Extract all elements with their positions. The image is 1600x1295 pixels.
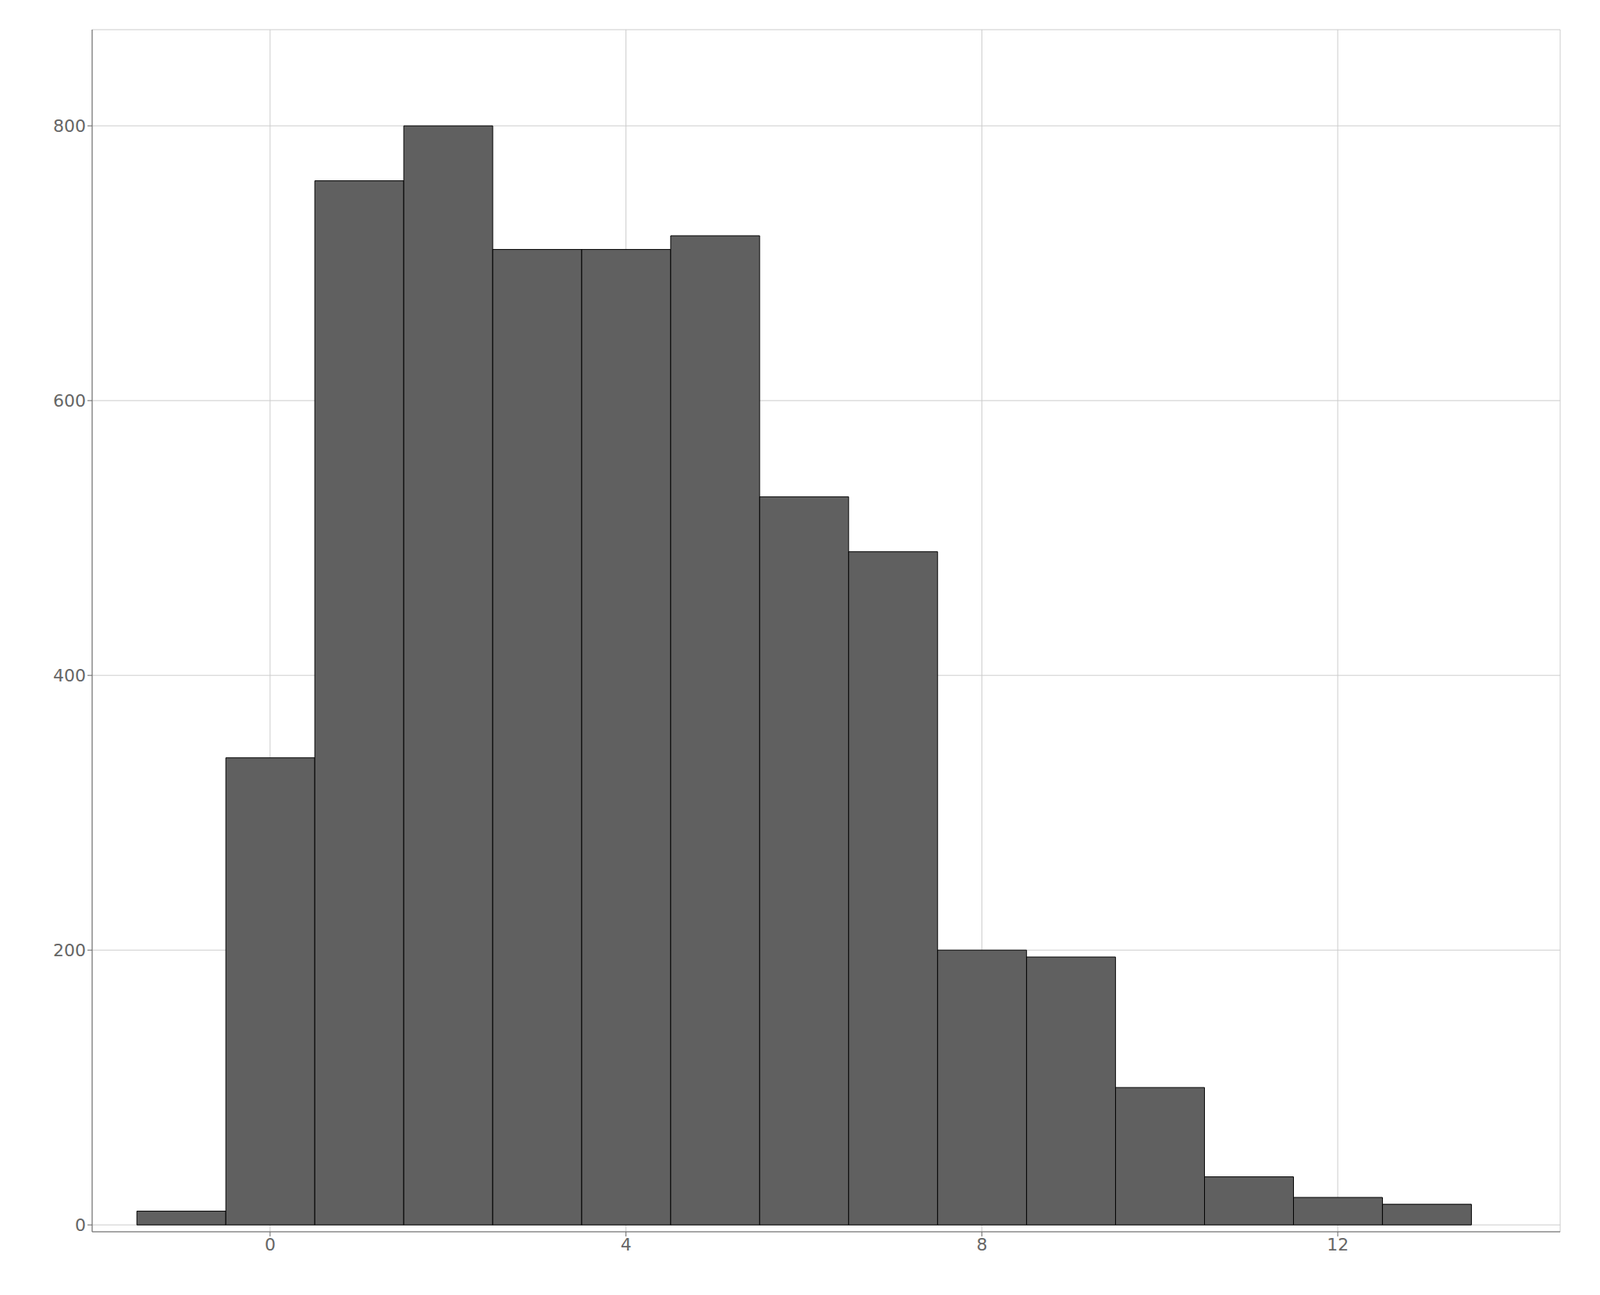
svg-text:800: 800: [53, 116, 86, 136]
svg-text:12: 12: [1326, 1235, 1349, 1255]
svg-text:0: 0: [74, 1215, 86, 1236]
svg-text:0: 0: [264, 1235, 276, 1255]
svg-text:200: 200: [53, 940, 86, 961]
svg-text:600: 600: [53, 391, 86, 411]
svg-text:8: 8: [976, 1235, 988, 1255]
svg-text:400: 400: [53, 666, 86, 686]
svg-text:4: 4: [620, 1235, 632, 1255]
